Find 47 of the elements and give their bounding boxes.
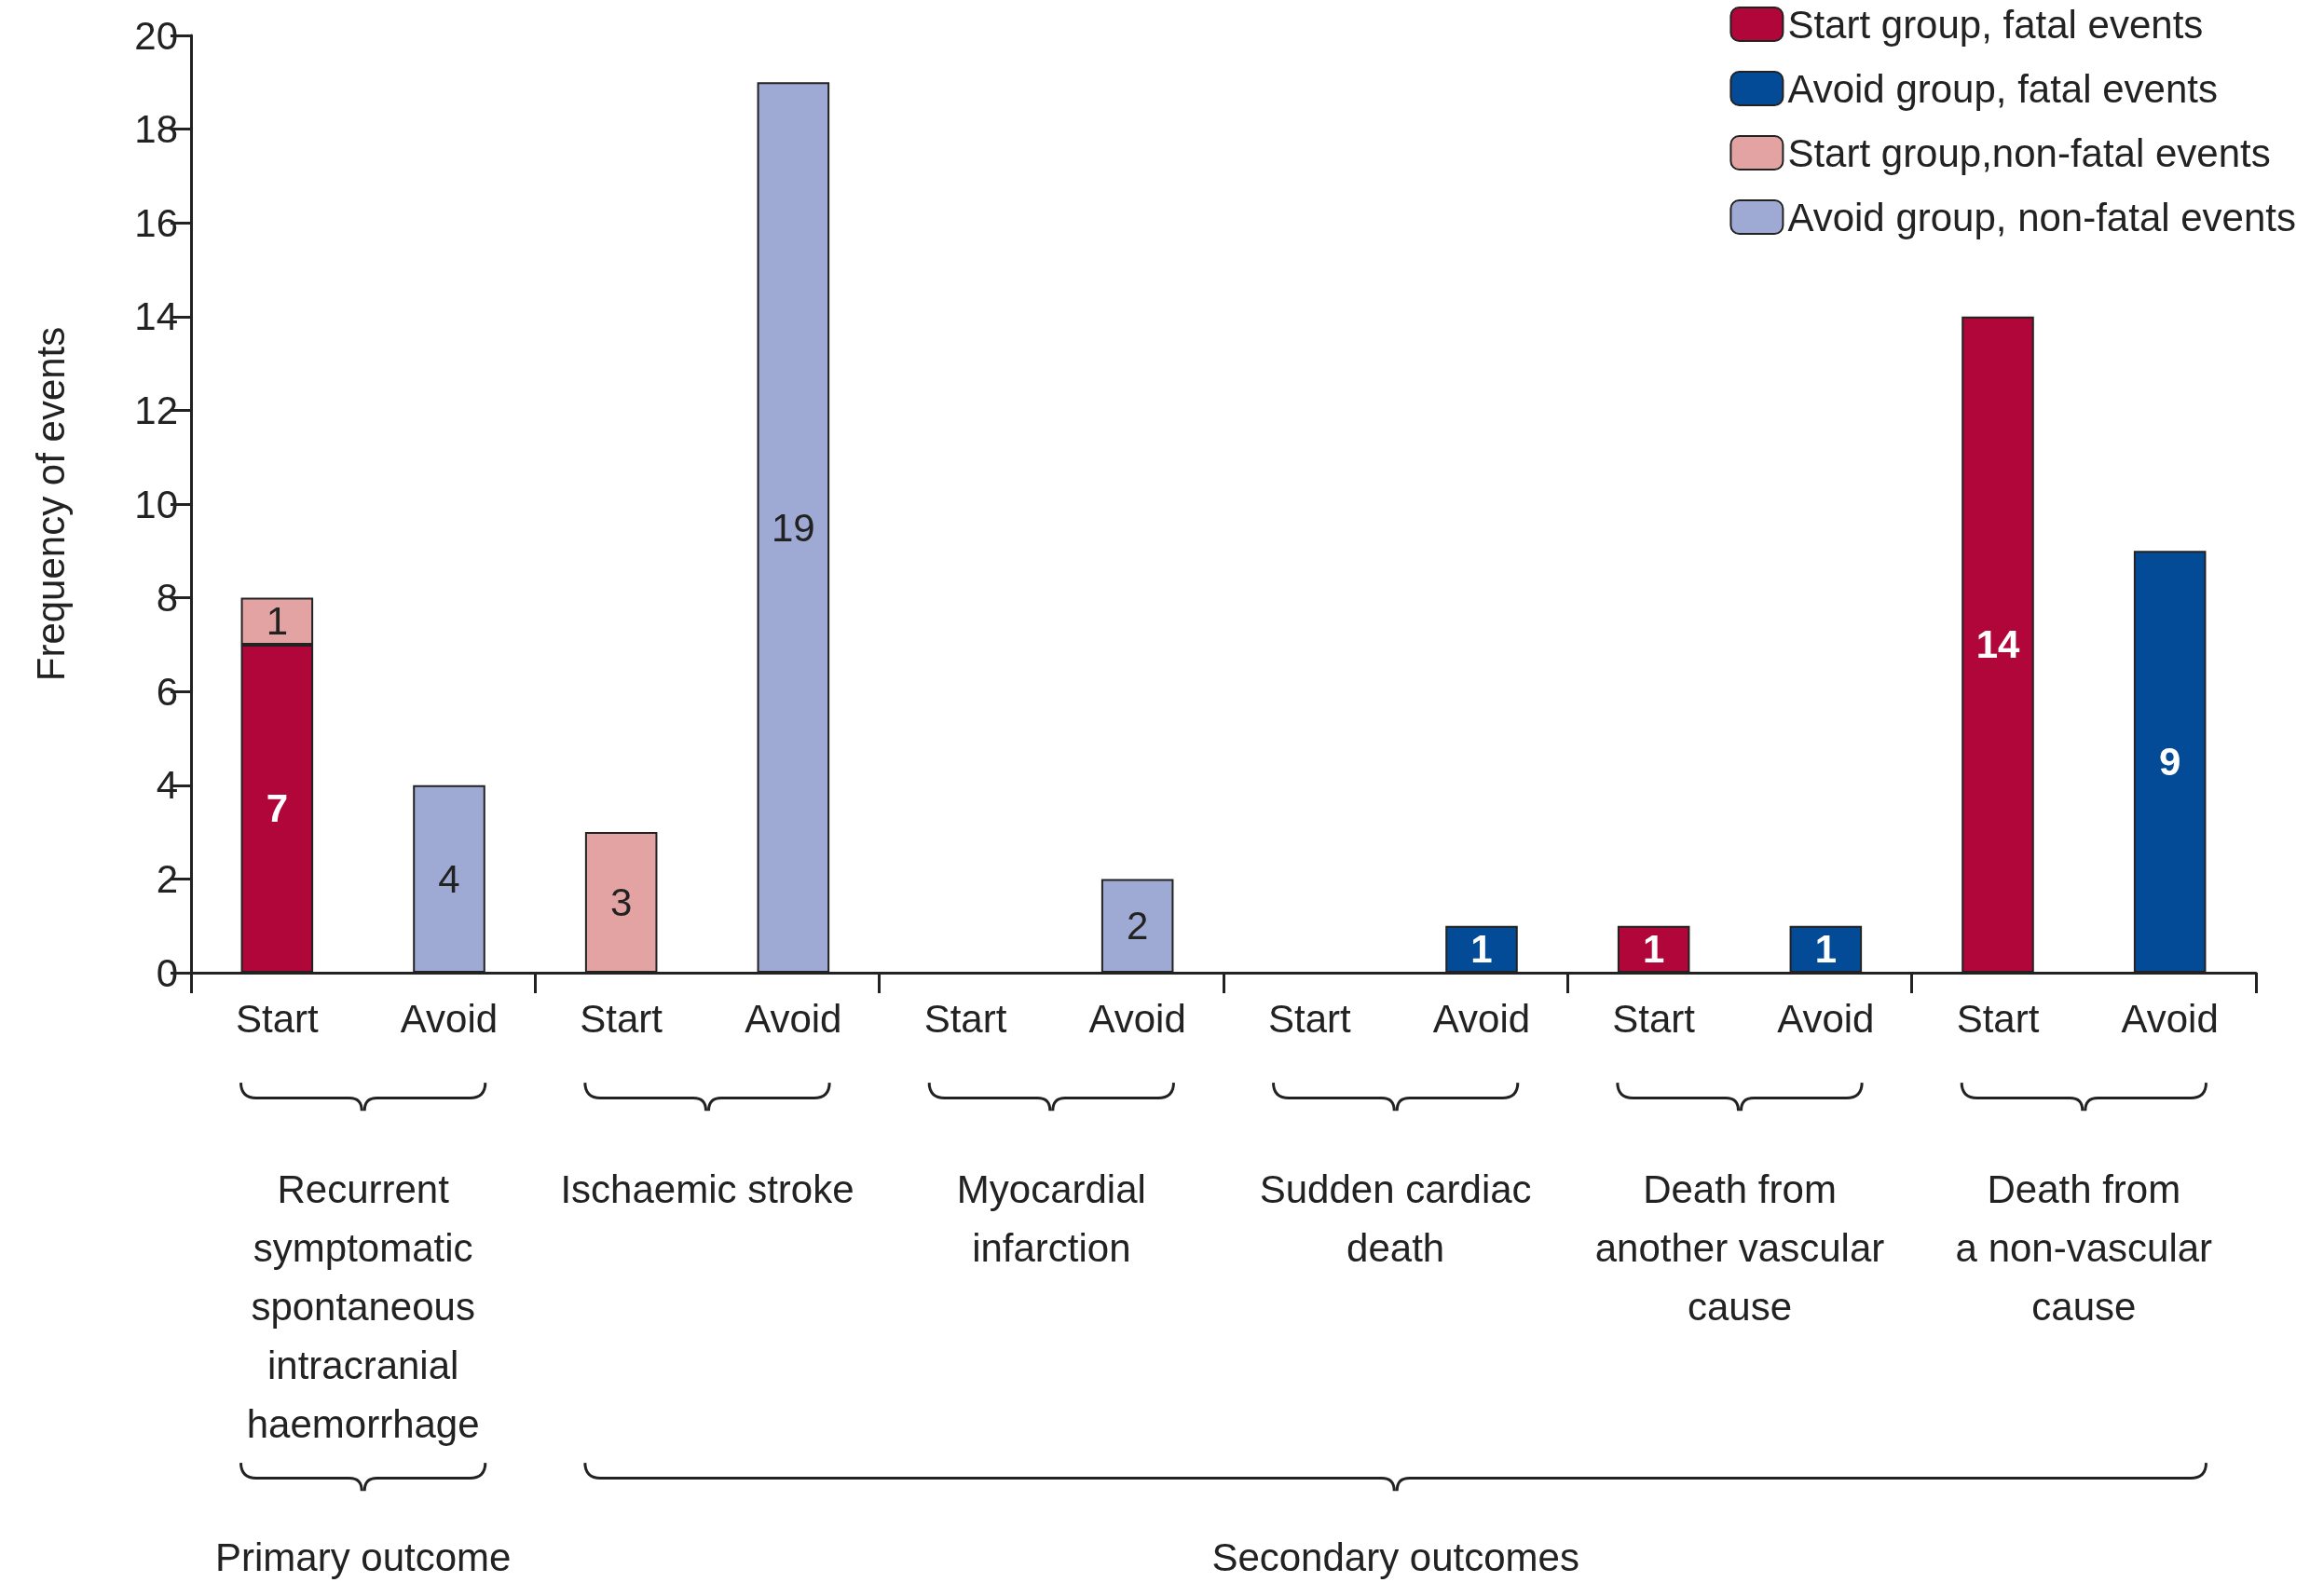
x-tick-label: Avoid — [745, 996, 842, 1041]
x-tick-label: Avoid — [1777, 996, 1875, 1041]
data-label: 3 — [609, 880, 633, 925]
y-tick-label: 2 — [156, 856, 178, 901]
text: Death from a non-vascular cause — [1955, 1167, 2213, 1329]
legend-label: Avoid group, non-fatal events — [1787, 195, 2296, 239]
x-tick-label: Start — [1267, 996, 1352, 1041]
data-label: 1 — [1814, 927, 1838, 972]
x-tick-label: Start — [1956, 996, 2040, 1041]
x-tick-label: Avoid — [1088, 996, 1186, 1041]
y-tick-label: 10 — [134, 482, 178, 526]
x-tick-label: Start — [580, 996, 663, 1041]
y-tick-label: 14 — [134, 294, 178, 339]
text: Recurrent symptomatic spontaneous intracranial haemorrhage — [246, 1167, 480, 1446]
text: Death from another vascular cause — [1594, 1167, 1885, 1329]
x-tick-label: Avoid — [2121, 996, 2219, 1041]
data-label: 19 — [771, 505, 815, 550]
x-tick-label: Avoid — [400, 996, 499, 1041]
y-tick-label: 6 — [156, 669, 178, 714]
data-label: 4 — [438, 856, 460, 901]
y-tick-label: 18 — [134, 107, 178, 152]
y-tick-label: 20 — [134, 13, 178, 58]
text: Primary outcome — [214, 1535, 512, 1579]
x-tick-label: Start — [1612, 996, 1696, 1041]
y-tick-label: 4 — [156, 763, 178, 808]
y-tick-label: 0 — [156, 950, 178, 995]
legend-label: Avoid group, fatal events — [1787, 66, 2218, 111]
text: Ischaemic stroke — [560, 1167, 854, 1211]
text: Secondary outcomes — [1211, 1535, 1579, 1579]
text: Sudden cardiac death — [1259, 1167, 1532, 1270]
legend-label: Start group,non-fatal events — [1787, 130, 2271, 175]
data-label: 2 — [1126, 904, 1149, 948]
data-label: 1 — [1470, 927, 1493, 972]
data-label: 1 — [266, 599, 289, 644]
text: Myocardial infarction — [956, 1167, 1146, 1270]
y-axis-title: Frequency of events — [28, 326, 73, 682]
y-tick-label: 8 — [156, 576, 178, 621]
x-tick-label: Start — [923, 996, 1007, 1041]
y-tick-label: 16 — [134, 200, 178, 245]
data-label: 14 — [1975, 622, 2020, 667]
data-label: 9 — [2158, 740, 2181, 784]
data-label: 1 — [1642, 927, 1665, 972]
y-tick-label: 12 — [134, 388, 178, 432]
x-tick-label: Avoid — [1432, 996, 1531, 1041]
x-tick-label: Start — [235, 996, 320, 1041]
legend-label: Start group, fatal events — [1787, 2, 2204, 47]
data-label: 7 — [266, 786, 289, 831]
